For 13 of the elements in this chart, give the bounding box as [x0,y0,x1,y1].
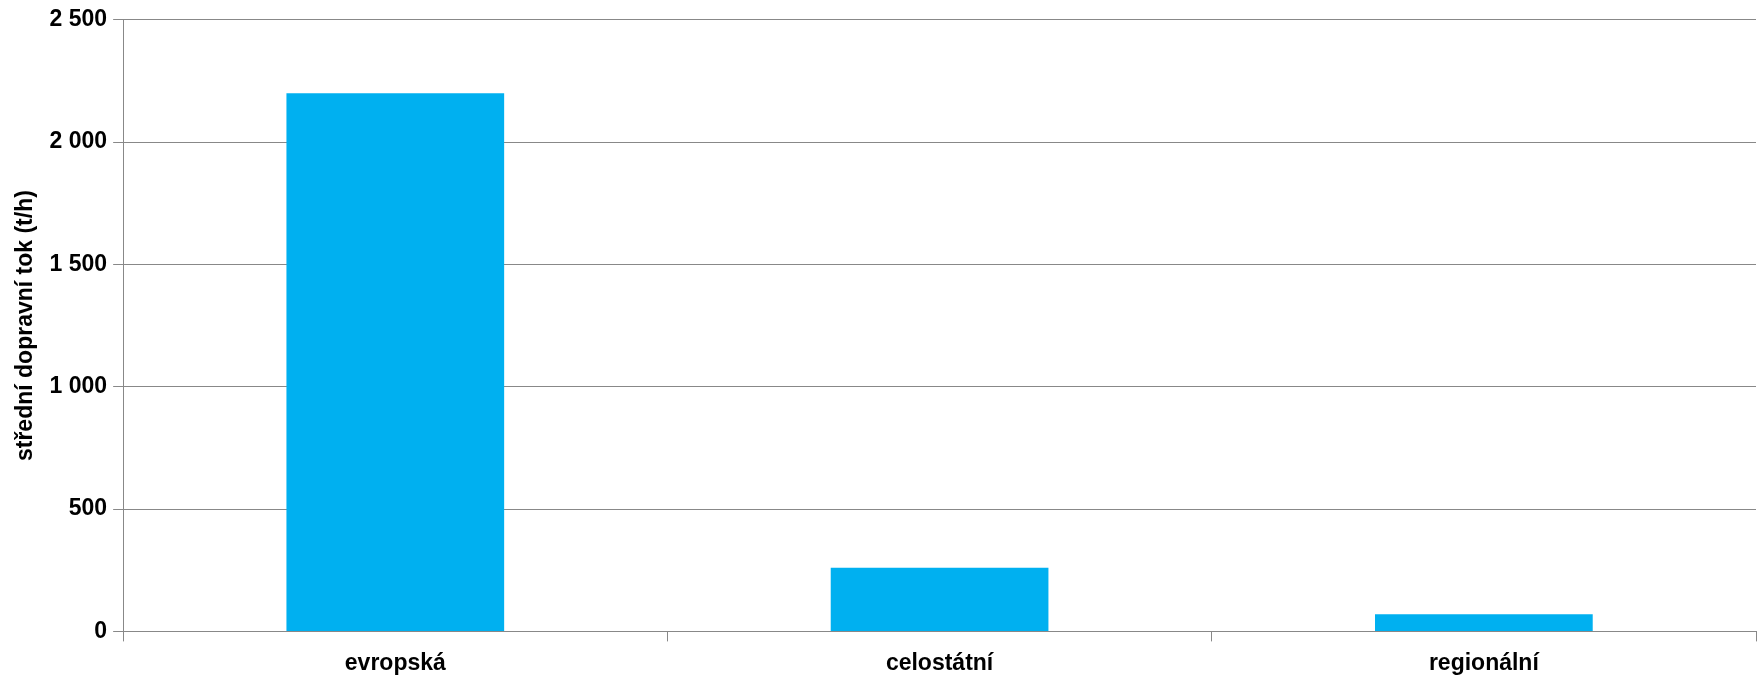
x-tick-label: evropská [344,648,446,675]
y-tick-label: 2 000 [49,127,108,154]
y-tick-label: 500 [68,494,108,521]
y-tick-label: 2 500 [49,5,108,32]
y-axis-title: střední dopravní tok (t/h) [11,190,38,462]
bar [1375,614,1593,631]
x-tick-label: celostátní [885,648,995,675]
y-tick-label: 0 [94,616,108,643]
x-tick-label: regionální [1428,648,1541,675]
bar [286,93,505,631]
y-tick-label: 1 000 [49,372,108,399]
bar [830,567,1049,631]
y-tick-label: 1 500 [49,249,108,276]
